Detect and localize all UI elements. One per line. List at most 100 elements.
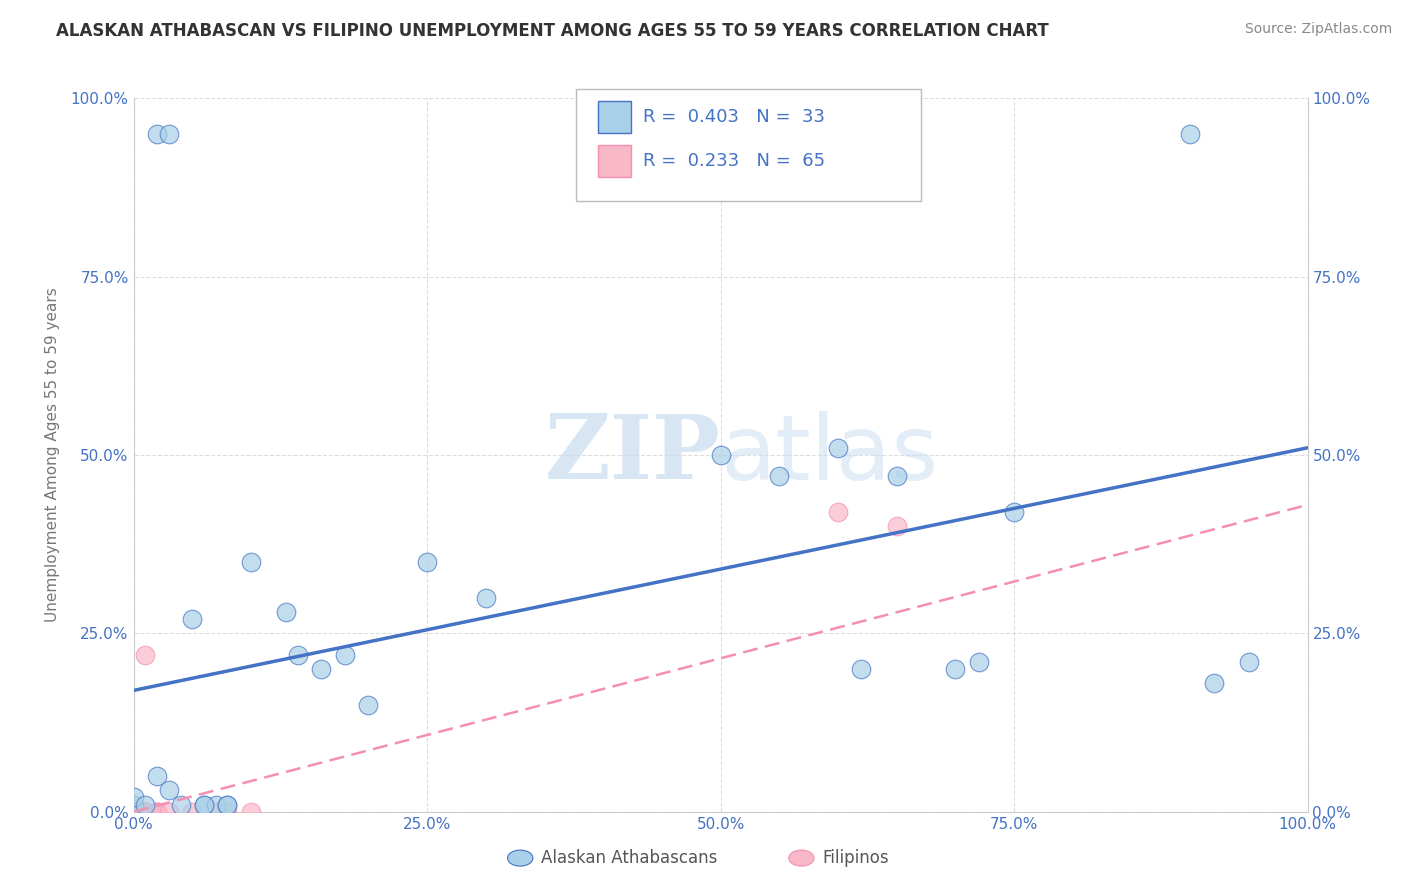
Point [122,805,145,819]
Point [122,805,145,819]
Point [134,648,156,662]
Point [886,519,908,533]
Point [122,805,145,819]
Point [157,783,180,797]
Point [122,805,145,819]
Point [157,127,180,141]
Point [134,797,156,812]
Point [122,805,145,819]
Point [122,805,145,819]
Point [122,805,145,819]
Point [157,805,180,819]
Point [122,805,145,819]
Point [146,805,169,819]
Point [193,797,215,812]
Point [122,805,145,819]
Point [122,797,145,812]
Point [181,612,204,626]
Point [217,797,239,812]
Point [134,805,156,819]
Point [333,648,356,662]
Point [146,769,169,783]
Point [475,591,498,605]
Point [1237,655,1260,669]
Text: R =  0.403   N =  33: R = 0.403 N = 33 [643,108,824,126]
Point [827,505,849,519]
Point [122,805,145,819]
Text: Filipinos: Filipinos [823,849,889,867]
Point [122,805,145,819]
Point [122,805,145,819]
Point [146,805,169,819]
Point [146,127,169,141]
Point [122,805,145,819]
Point [416,555,439,569]
Point [134,805,156,819]
Point [122,805,145,819]
Point [122,805,145,819]
Point [122,790,145,805]
Point [122,805,145,819]
Text: Source: ZipAtlas.com: Source: ZipAtlas.com [1244,22,1392,37]
Point [217,805,239,819]
Point [204,797,226,812]
Point [122,805,145,819]
Point [122,805,145,819]
Point [122,805,145,819]
Point [851,662,873,676]
Point [827,441,849,455]
Point [239,555,263,569]
Point [122,805,145,819]
Point [122,805,145,819]
Point [122,805,145,819]
Point [122,805,145,819]
Point [276,605,298,619]
Point [122,805,145,819]
Point [204,805,226,819]
Point [122,805,145,819]
Point [122,805,145,819]
Text: Alaskan Athabascans: Alaskan Athabascans [541,849,717,867]
Point [122,805,145,819]
Point [122,805,145,819]
Point [1202,676,1225,690]
Point [311,662,333,676]
Point [122,805,145,819]
Point [122,805,145,819]
Point [181,805,204,819]
Point [122,805,145,819]
Point [768,469,790,483]
Point [122,805,145,819]
Point [122,805,145,819]
Text: R =  0.233   N =  65: R = 0.233 N = 65 [643,152,825,169]
Point [122,805,145,819]
Text: ZIP: ZIP [544,411,721,499]
Point [710,448,733,462]
Text: ALASKAN ATHABASCAN VS FILIPINO UNEMPLOYMENT AMONG AGES 55 TO 59 YEARS CORRELATIO: ALASKAN ATHABASCAN VS FILIPINO UNEMPLOYM… [56,22,1049,40]
Point [122,805,145,819]
Point [122,805,145,819]
Point [122,805,145,819]
Point [134,805,156,819]
Point [122,805,145,819]
Point [122,805,145,819]
Point [122,805,145,819]
Point [122,805,145,819]
Point [217,797,239,812]
Point [122,805,145,819]
Point [122,805,145,819]
Point [122,805,145,819]
Point [1180,127,1202,141]
Point [1002,505,1025,519]
Point [146,805,169,819]
Point [287,648,309,662]
Point [146,805,169,819]
Point [886,469,908,483]
Point [357,698,380,712]
Point [239,805,263,819]
Y-axis label: Unemployment Among Ages 55 to 59 years: Unemployment Among Ages 55 to 59 years [45,287,59,623]
Point [122,805,145,819]
Text: atlas: atlas [721,411,939,499]
Point [169,797,191,812]
Point [122,805,145,819]
